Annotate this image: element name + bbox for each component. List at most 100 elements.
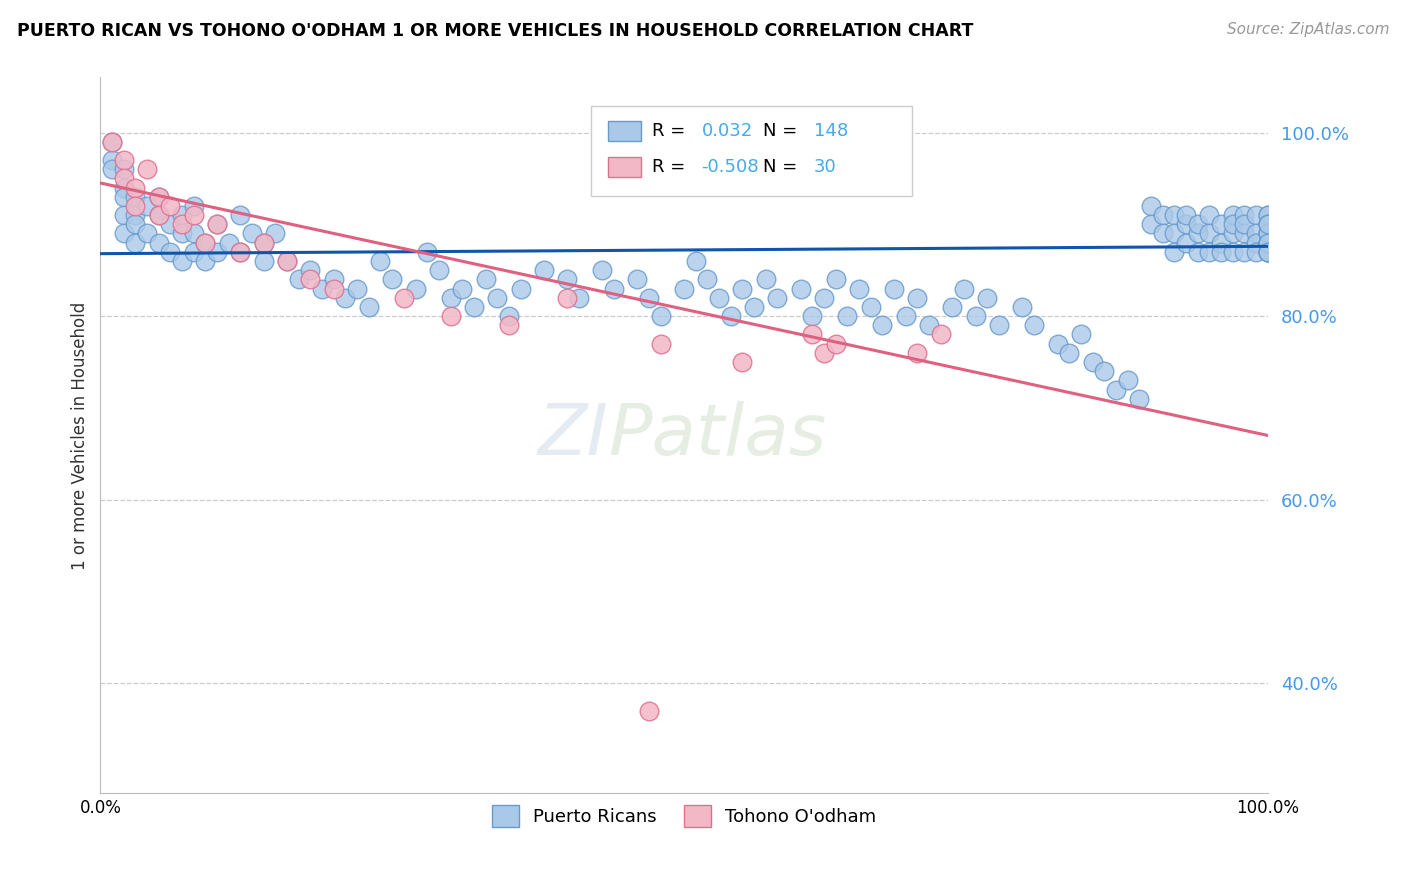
Point [1222,208,1244,222]
Point [124,190,146,204]
Point [148,190,170,204]
Point [112,208,135,222]
Text: N =: N = [763,158,803,176]
Point [218,235,240,250]
Point [124,208,146,222]
Point [1163,208,1185,222]
Bar [609,157,641,177]
Point [463,300,485,314]
Point [1257,208,1279,222]
Point [1222,244,1244,259]
Point [1257,235,1279,250]
Point [555,291,578,305]
Y-axis label: 1 or more Vehicles in Household: 1 or more Vehicles in Household [72,301,89,569]
Text: Patlas: Patlas [609,401,827,470]
Point [194,254,217,268]
Point [1198,227,1220,241]
Point [1233,244,1256,259]
FancyBboxPatch shape [591,106,911,195]
Point [486,291,509,305]
Point [603,281,626,295]
Point [1152,208,1174,222]
Point [883,281,905,295]
Point [976,291,998,305]
Point [1257,208,1279,222]
Text: N =: N = [763,122,803,140]
Point [148,190,170,204]
Point [253,254,276,268]
Point [439,291,461,305]
Point [801,327,824,342]
Text: 0.032: 0.032 [702,122,752,140]
Point [112,190,135,204]
Point [311,281,333,295]
Point [638,704,661,718]
Point [1081,355,1104,369]
Point [124,235,146,250]
Point [240,227,263,241]
Point [1163,244,1185,259]
Point [498,318,520,333]
Point [148,208,170,222]
Point [1233,227,1256,241]
Point [789,281,811,295]
Point [148,208,170,222]
Point [1244,208,1267,222]
Point [1140,199,1163,213]
Text: ZI: ZI [537,401,609,470]
Point [720,309,742,323]
Point [742,300,765,314]
Point [136,162,159,177]
Point [894,309,917,323]
Point [357,300,380,314]
Point [1174,217,1197,231]
Point [1244,235,1267,250]
Point [638,291,661,305]
Point [1174,208,1197,222]
Point [264,227,287,241]
Point [965,309,987,323]
Point [124,217,146,231]
Point [1024,318,1046,333]
Point [299,263,322,277]
Point [1257,235,1279,250]
Point [1187,244,1209,259]
Point [1187,217,1209,231]
Point [498,309,520,323]
Point [112,171,135,186]
Point [1257,217,1279,231]
Point [813,291,835,305]
Point [1257,227,1279,241]
Point [101,153,124,167]
Point [194,235,217,250]
Point [672,281,695,295]
Point [533,263,555,277]
Point [148,235,170,250]
Point [392,291,415,305]
Point [183,208,205,222]
Point [1187,227,1209,241]
Point [824,272,846,286]
Point [1209,217,1232,231]
Point [1233,208,1256,222]
Point [1152,227,1174,241]
Text: 148: 148 [814,122,848,140]
Point [112,153,135,167]
Point [159,217,181,231]
Point [1198,208,1220,222]
Point [183,227,205,241]
Point [205,217,228,231]
Text: R =: R = [652,158,692,176]
Point [405,281,427,295]
Legend: Puerto Ricans, Tohono O'odham: Puerto Ricans, Tohono O'odham [484,798,883,834]
Point [276,254,298,268]
Point [1257,244,1279,259]
Point [1209,235,1232,250]
Point [1257,235,1279,250]
Point [1257,227,1279,241]
Point [194,235,217,250]
Point [159,199,181,213]
Point [907,346,929,360]
Point [170,227,193,241]
Point [124,199,146,213]
